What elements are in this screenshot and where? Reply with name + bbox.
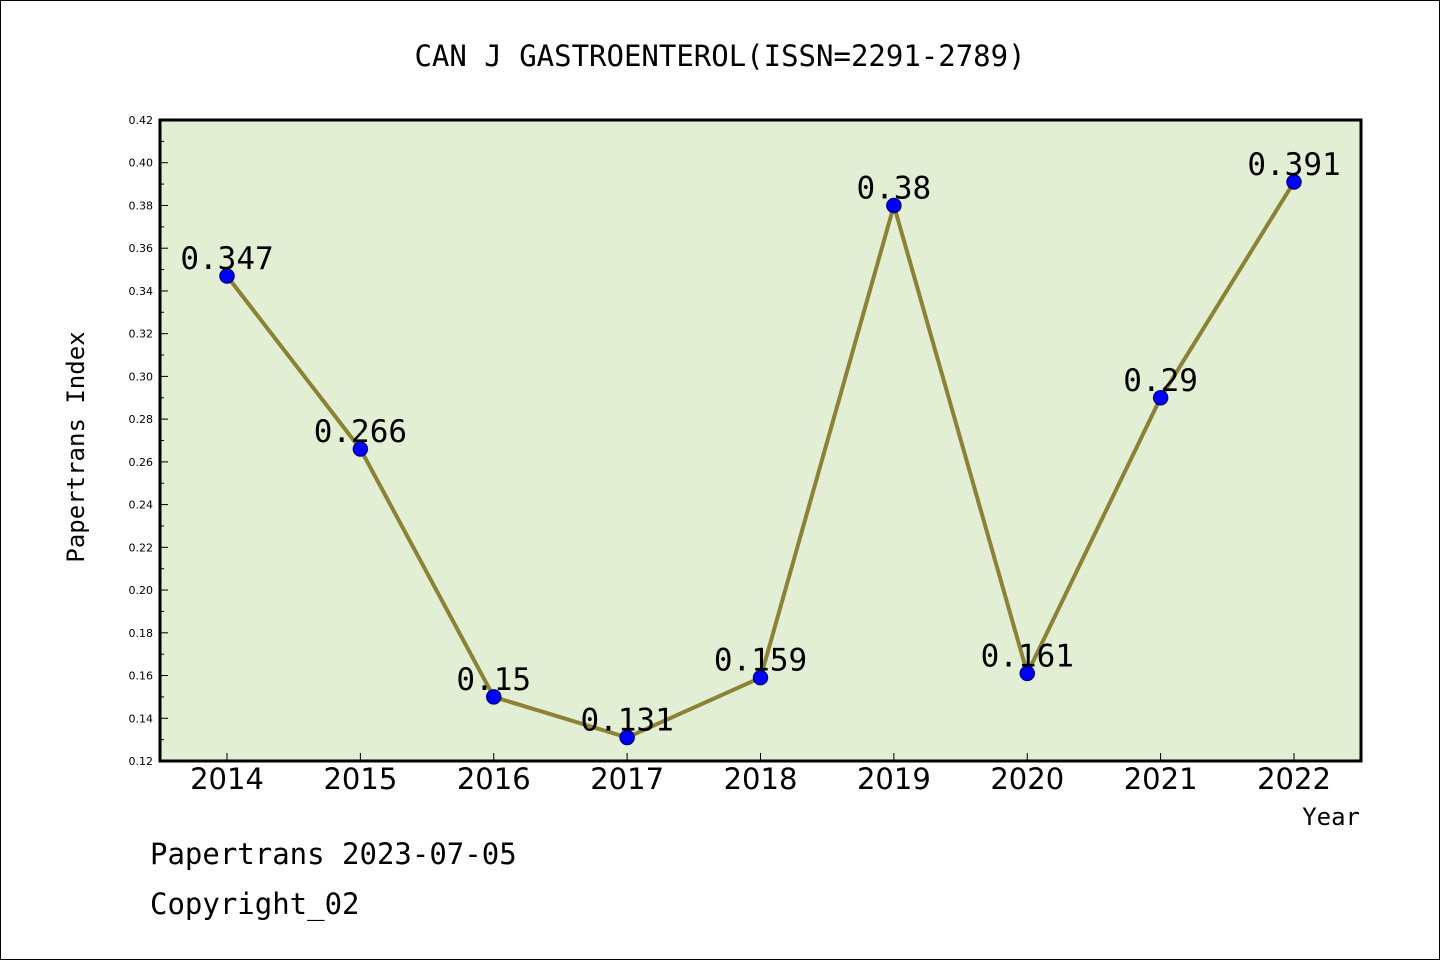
x-tick-label: 2022 [1257,762,1331,796]
data-point [1019,665,1035,682]
data-point [1286,174,1302,190]
data-label: 0.161 [981,638,1074,674]
data-label: 0.347 [180,241,273,277]
x-axis: 2014 2015 2016 2017 2018 2019 2020 2021 2022 [190,753,1331,796]
data-point [1152,390,1169,406]
x-axis-label: Year [1302,803,1360,831]
x-tick-label: 2019 [857,762,931,796]
y-tick-label: 0.42 [129,114,154,127]
x-tick-label: 2020 [990,762,1064,796]
y-tick-label: 0.38 [129,199,154,212]
data-point [886,197,902,214]
chart-title: CAN J GASTROENTEROL(ISSN=2291-2789) [414,39,1025,73]
y-tick-label: 0.18 [129,627,154,640]
data-label: 0.266 [314,414,407,450]
data-label: 0.159 [714,643,807,679]
y-tick-label: 0.40 [129,157,154,170]
data-label: 0.15 [456,662,531,698]
y-axis: 0.12 0.14 0.16 0.18 0.20 0.22 0.24 0.26 0.28 0.30… [129,114,168,768]
x-tick-label: 2018 [724,762,798,796]
data-label: 0.131 [580,702,673,738]
y-axis-label: Papertrans Index [62,331,90,562]
y-tick-label: 0.32 [129,328,154,341]
y-tick-label: 0.16 [129,670,154,683]
data-label: 0.391 [1247,147,1340,183]
plot-frame [158,118,1363,763]
y-tick-label: 0.26 [129,456,154,469]
data-points [219,174,1302,746]
data-label: 0.38 [857,170,932,206]
y-tick-label: 0.24 [129,499,154,512]
y-tick-label: 0.36 [129,242,154,255]
x-tick-label: 2016 [457,762,531,796]
plot-area [160,120,1361,761]
data-label: 0.29 [1123,363,1198,399]
data-labels: 0.347 0.266 0.15 0.131 0.159 0.38 0.161 0.29 0.3… [180,147,1340,739]
x-tick-label: 2015 [323,762,397,796]
data-point [352,441,369,457]
data-point [486,689,502,705]
data-point [752,669,769,686]
data-point [219,268,235,284]
y-tick-label: 0.12 [129,755,154,768]
y-tick-label: 0.34 [129,285,154,298]
y-tick-label: 0.28 [129,413,154,426]
data-point [619,729,635,746]
y-tick-label: 0.20 [129,584,154,597]
x-tick-label: 2014 [190,762,264,796]
footer-date: Papertrans 2023-07-05 [150,837,517,871]
y-tick-label: 0.14 [129,712,154,725]
footer-copyright: Copyright_02 [150,887,360,922]
x-tick-label: 2017 [590,762,664,796]
x-tick-label: 2021 [1124,762,1198,796]
y-tick-label: 0.30 [129,370,154,383]
y-tick-label: 0.22 [129,541,154,554]
